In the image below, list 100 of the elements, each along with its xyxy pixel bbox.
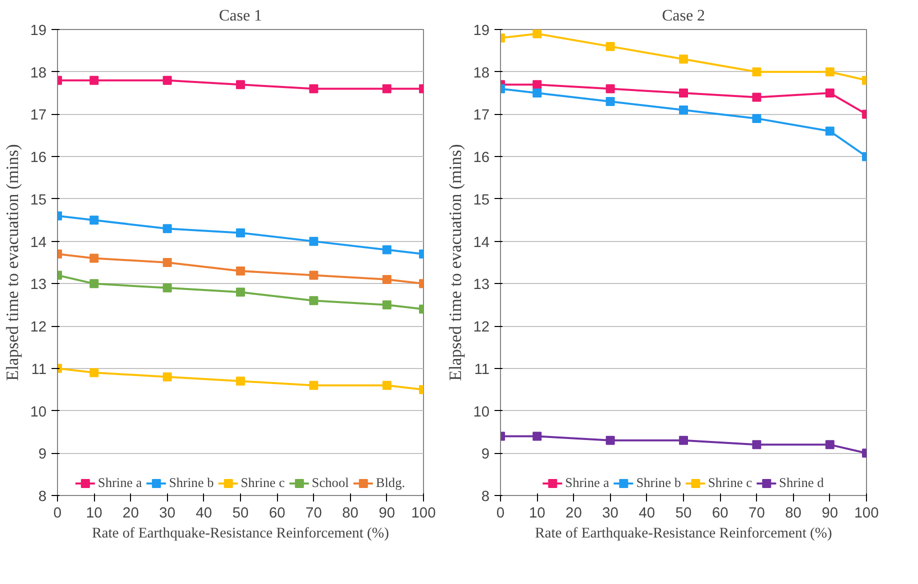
point [162, 258, 172, 267]
x-tick-label: 90 [822, 506, 838, 522]
y-tick-label: 12 [473, 320, 490, 336]
x-tick-label: 10 [528, 506, 546, 522]
point [532, 80, 542, 90]
point [825, 88, 834, 98]
y-tick-label: 14 [30, 234, 47, 251]
point [90, 368, 99, 378]
y-tick-label: 13 [473, 277, 490, 294]
y-tick-label: 11 [474, 362, 490, 378]
point [309, 236, 318, 246]
y-tick-label: 19 [30, 23, 47, 39]
point [825, 440, 834, 450]
point [90, 279, 99, 288]
y-tick-label: 16 [30, 150, 47, 166]
x-tick-label: 60 [268, 506, 286, 522]
point [162, 224, 172, 234]
x-tick-label: 70 [748, 506, 765, 522]
point [236, 266, 245, 276]
point [679, 54, 688, 64]
point [90, 254, 99, 263]
legend-label: Shrine a [98, 475, 142, 491]
y-tick-label: 8 [481, 489, 490, 505]
y-axis-title: Elapsed time to evacuation (mins) [3, 144, 22, 381]
legend-label: Shrine b [168, 475, 214, 491]
y-tick-label: 17 [30, 108, 47, 124]
point [236, 80, 245, 90]
point [382, 274, 392, 284]
point [236, 228, 245, 238]
point [532, 432, 542, 441]
y-tick-label: 13 [30, 277, 47, 294]
x-tick-label: 20 [122, 506, 139, 522]
y-tick-label: 11 [31, 362, 47, 378]
y-tick-label: 12 [30, 320, 47, 336]
point [90, 76, 99, 85]
legend-label: School [312, 475, 349, 491]
legend-label: Shrine c [708, 475, 752, 491]
x-tick-label: 90 [378, 506, 396, 522]
x-tick-label: 40 [638, 506, 656, 522]
point [825, 67, 834, 76]
legend-label: Shrine d [779, 475, 824, 491]
chart-title: Case 2 [662, 8, 706, 24]
x-tick-label: 100 [411, 506, 436, 522]
point [162, 283, 172, 292]
point [606, 436, 615, 445]
point [162, 76, 172, 85]
x-tick-label: 0 [53, 506, 62, 522]
x-tick-label: 10 [86, 506, 102, 522]
point [679, 436, 688, 445]
point [679, 88, 688, 98]
point [236, 376, 245, 386]
x-tick-label: 40 [196, 506, 212, 522]
x-axis-title: Rate of Earthquake-Resistance Reinforcement (%) [534, 526, 832, 542]
x-axis-title: Rate of Earthquake-Resistance Reinforcement (%) [92, 526, 390, 542]
legend-label: Shrine c [240, 475, 285, 491]
y-tick-label: 16 [473, 150, 490, 166]
point [309, 270, 318, 280]
y-tick-label: 9 [38, 446, 47, 463]
x-tick-label: 30 [159, 506, 176, 522]
legend-label: Bldg. [376, 475, 406, 491]
y-tick-label: 17 [473, 108, 490, 124]
x-tick-label: 0 [496, 506, 505, 522]
point [309, 84, 318, 94]
point [382, 84, 392, 94]
point [162, 372, 172, 382]
point [752, 440, 762, 450]
y-axis-title: Elapsed time to evacuation (mins) [446, 144, 466, 381]
legend-label: Shrine b [636, 475, 681, 491]
y-tick-label: 8 [38, 489, 47, 505]
point [382, 245, 392, 254]
point [90, 216, 99, 225]
x-tick-label: 70 [306, 506, 322, 522]
y-tick-label: 9 [481, 446, 490, 463]
point [752, 92, 762, 102]
y-tick-label: 19 [473, 23, 490, 39]
y-tick-label: 10 [30, 404, 47, 420]
point [309, 380, 318, 390]
x-tick-label: 50 [232, 506, 249, 522]
point [382, 300, 392, 310]
x-tick-label: 100 [854, 506, 879, 522]
x-tick-label: 60 [712, 506, 728, 522]
point [606, 84, 615, 94]
x-tick-label: 30 [602, 506, 618, 522]
y-tick-label: 15 [473, 192, 490, 208]
point [532, 88, 542, 98]
point [752, 67, 762, 76]
point [679, 105, 688, 114]
y-tick-label: 14 [473, 234, 490, 251]
point [606, 42, 615, 51]
point [236, 288, 245, 297]
point [752, 114, 762, 123]
x-tick-label: 50 [675, 506, 692, 522]
chart-title: Case 1 [218, 8, 262, 24]
x-tick-label: 80 [785, 506, 802, 522]
y-tick-label: 18 [30, 65, 47, 82]
x-tick-label: 20 [566, 506, 582, 522]
y-tick-label: 15 [30, 192, 47, 208]
y-tick-label: 18 [473, 65, 490, 82]
point [606, 97, 615, 106]
legend-label: Shrine a [565, 475, 610, 491]
